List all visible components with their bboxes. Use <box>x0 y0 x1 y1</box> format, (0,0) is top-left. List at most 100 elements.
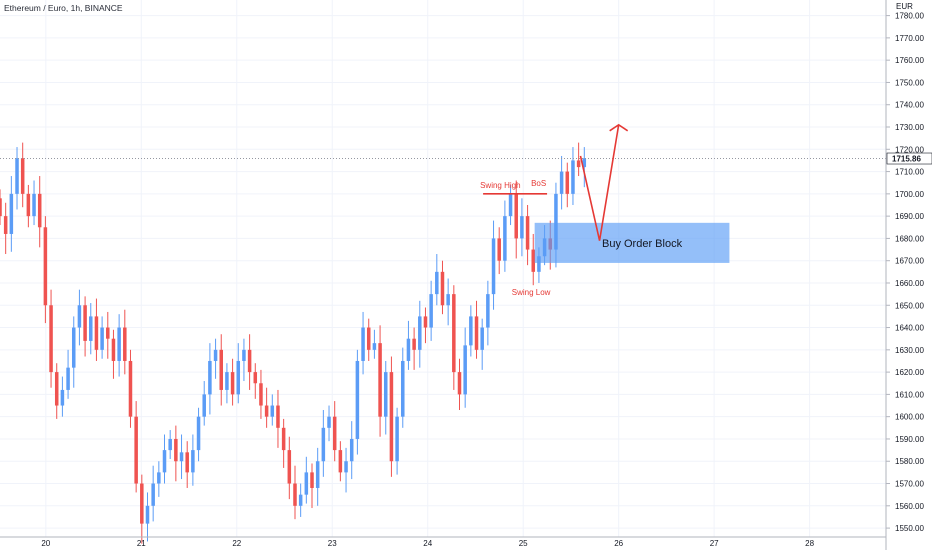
chart-title: Ethereum / Euro, 1h, BINANCE <box>4 3 123 13</box>
candle-body <box>389 372 394 462</box>
candle-body <box>469 316 473 346</box>
price-tick-label: 1760.00 <box>895 56 924 65</box>
candle-body <box>287 450 292 484</box>
candle-body <box>247 349 252 373</box>
candle-body <box>440 271 445 306</box>
current-price-label: 1715.86 <box>892 155 921 164</box>
candle-body <box>106 327 110 339</box>
price-tick-label: 1730.00 <box>895 123 924 132</box>
candle-body <box>270 405 275 417</box>
candle-body <box>128 360 133 417</box>
candle-body <box>140 483 144 524</box>
candle-body <box>531 249 536 272</box>
candle-body <box>162 450 167 473</box>
candle-body <box>71 327 76 368</box>
date-tick-label: 21 <box>137 539 146 548</box>
candle-body <box>315 461 320 488</box>
candle-body <box>406 338 411 361</box>
date-tick-label: 20 <box>41 539 50 548</box>
candle-body <box>293 483 297 506</box>
candle-body <box>66 367 70 390</box>
candle-body <box>429 294 433 328</box>
swing-high-label: Swing High <box>480 181 520 190</box>
candle-body <box>321 427 326 462</box>
candle-body <box>474 316 479 350</box>
candle-body <box>486 294 490 328</box>
candle-body <box>111 338 116 361</box>
date-tick-label: 28 <box>805 539 814 548</box>
candle-body <box>168 438 172 451</box>
candle-body <box>327 416 331 428</box>
candle-body <box>537 256 541 272</box>
candle-body <box>219 349 223 390</box>
currency-label: EUR <box>896 2 913 11</box>
candle-body <box>446 294 450 306</box>
candle-body <box>264 405 269 417</box>
order-block-label: Buy Order Block <box>602 238 683 250</box>
order-block-zone <box>534 222 730 263</box>
price-tick-label: 1750.00 <box>895 78 924 87</box>
bos-label: BoS <box>531 179 546 188</box>
candle-body <box>452 294 456 373</box>
candle-body <box>9 193 14 234</box>
date-tick-label: 23 <box>328 539 337 548</box>
candle-body <box>151 483 155 506</box>
candle-body <box>525 216 530 250</box>
candle-body <box>185 452 189 473</box>
candle-body <box>401 360 405 417</box>
date-tick-label: 26 <box>614 539 623 548</box>
candle-body <box>179 452 184 462</box>
price-tick-label: 1600.00 <box>895 413 924 422</box>
candle-body <box>49 305 53 373</box>
candle-body <box>3 216 8 234</box>
candle-body <box>554 193 558 250</box>
candle-body <box>37 193 42 228</box>
price-tick-label: 1780.00 <box>895 12 924 21</box>
current-price-tag <box>886 152 932 165</box>
candle-body <box>378 343 382 417</box>
candle-body <box>230 372 235 395</box>
price-tick-label: 1700.00 <box>895 190 924 199</box>
candle-body <box>26 193 31 217</box>
candle-body <box>571 160 575 194</box>
candle-body <box>508 193 513 217</box>
price-axis[interactable]: 1550.00 1560.00 1570.00 1580.00 1590.00 1600.… <box>885 0 932 550</box>
annotations: Buy Order Block Swing High BoS Swing Low <box>0 123 886 297</box>
price-tick-label: 1710.00 <box>895 168 924 177</box>
candle-body <box>15 158 19 194</box>
candle-body <box>310 472 314 488</box>
candle-body <box>304 472 309 495</box>
candle-body <box>412 338 416 350</box>
candle-body <box>480 327 484 350</box>
price-tick-label: 1560.00 <box>895 502 924 511</box>
candle-body <box>281 427 286 451</box>
candle-body <box>582 158 587 168</box>
candle-body <box>134 416 138 484</box>
candle-body <box>242 349 246 361</box>
candle-body <box>457 372 462 395</box>
candle-body <box>174 438 178 462</box>
price-tick-label: 1610.00 <box>895 390 924 399</box>
price-tick-label: 1680.00 <box>895 234 924 243</box>
date-tick-label: 24 <box>423 539 432 548</box>
candle-body <box>89 316 93 341</box>
candle-body <box>253 372 258 384</box>
date-tick-label: 22 <box>232 539 241 548</box>
candle-body <box>145 505 150 524</box>
candle-body <box>32 193 36 217</box>
candle-body <box>503 216 507 261</box>
candle-body <box>338 450 343 473</box>
price-tick-label: 1570.00 <box>895 480 924 489</box>
time-axis[interactable]: 20 21 22 23 24 25 26 27 28 <box>0 536 886 548</box>
price-tick-label: 1590.00 <box>895 435 924 444</box>
candle-body <box>355 360 360 439</box>
candle-body <box>349 438 354 462</box>
projection-arrowhead <box>609 123 629 132</box>
candle-body <box>418 316 422 350</box>
candle-body <box>94 316 99 350</box>
candle-body <box>236 360 241 395</box>
candle-body <box>208 360 212 395</box>
candle-body <box>43 227 48 306</box>
